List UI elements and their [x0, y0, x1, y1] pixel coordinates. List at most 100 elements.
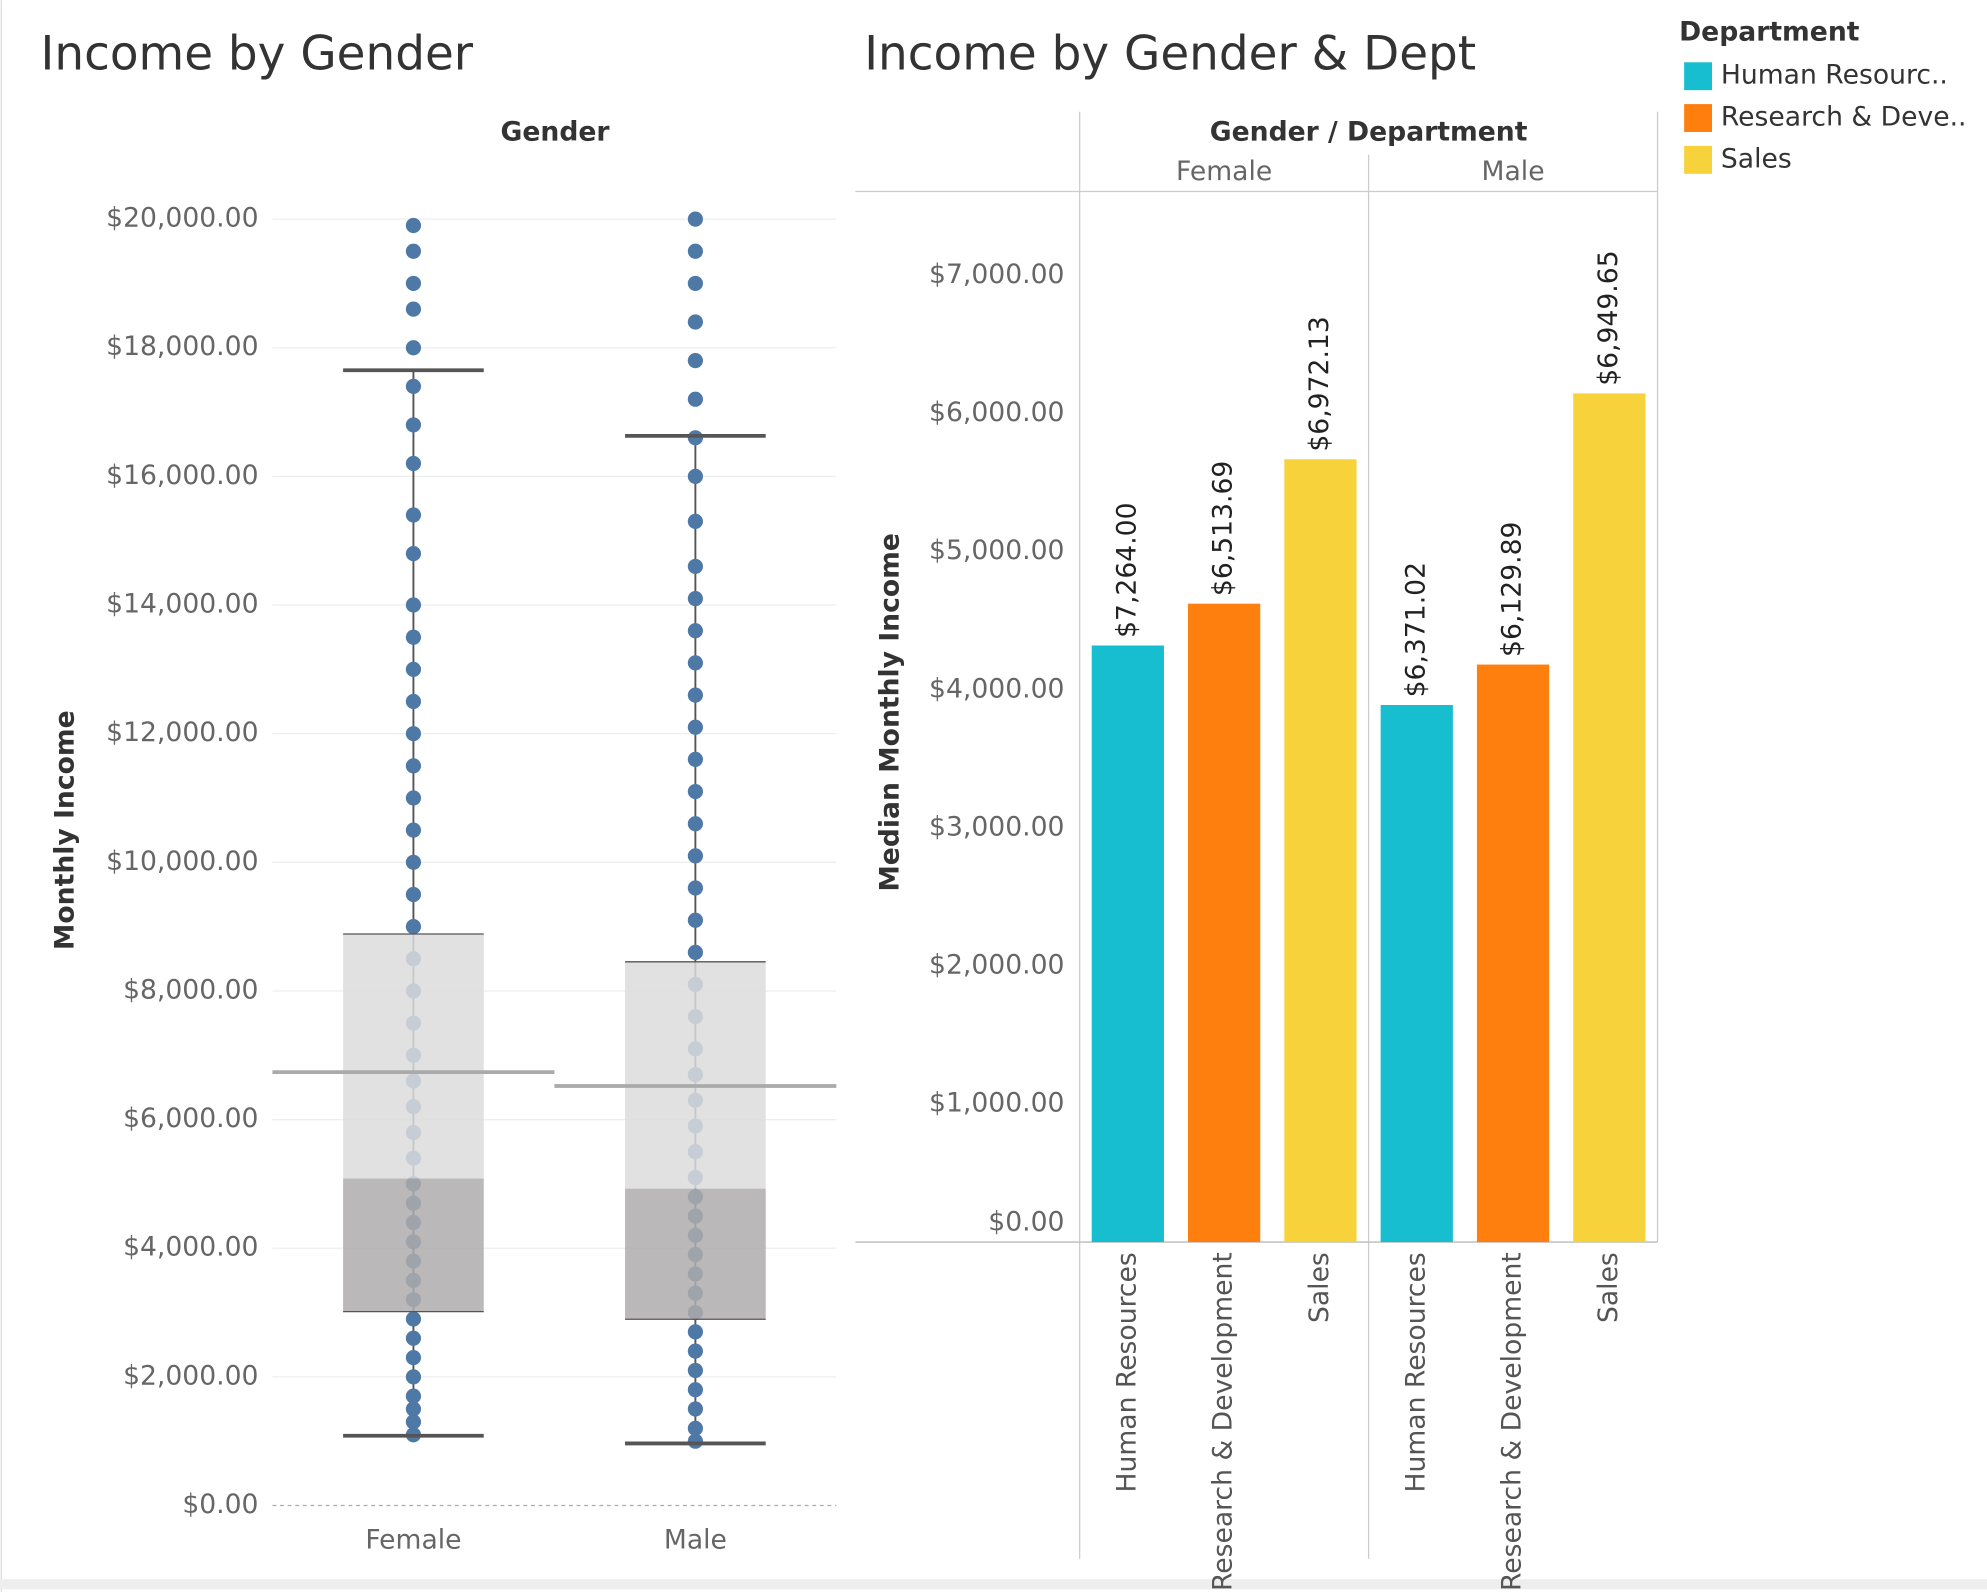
- legend-label: Sales: [1721, 143, 1792, 174]
- data-point: [405, 507, 422, 523]
- data-point: [687, 314, 703, 330]
- data-point: [687, 391, 703, 407]
- data-point: [405, 378, 422, 394]
- x-tick-label: Sales: [1304, 1252, 1335, 1323]
- data-point: [687, 243, 703, 259]
- y-tick-label: $14,000.00: [106, 589, 258, 620]
- y-tick-label: $18,000.00: [106, 331, 258, 362]
- chart-title: Income by Gender & Dept: [864, 27, 1476, 82]
- group-label: Male: [1482, 156, 1545, 187]
- legend-swatch: [1684, 62, 1713, 91]
- data-point: [687, 816, 703, 832]
- y-tick-label: $5,000.00: [929, 535, 1064, 566]
- data-point: [405, 822, 422, 838]
- data-point: [687, 944, 703, 960]
- data-point: [687, 783, 703, 800]
- data-point: [405, 545, 422, 562]
- group-label: Female: [1176, 156, 1272, 187]
- data-point: [687, 1401, 703, 1417]
- value-label: $6,972.13: [1304, 316, 1335, 451]
- data-point: [405, 854, 422, 870]
- y-tick-label: $0.00: [182, 1489, 258, 1520]
- data-point: [687, 211, 703, 227]
- data-point: [687, 719, 703, 735]
- y-tick-label: $12,000.00: [106, 717, 258, 748]
- y-tick-label: $4,000.00: [123, 1232, 258, 1263]
- column-header: Gender: [501, 117, 611, 148]
- bar: [1284, 459, 1357, 1243]
- data-point: [687, 430, 703, 446]
- x-tick-label: Research & Development: [1208, 1252, 1239, 1591]
- y-axis-title: Monthly Income: [49, 710, 80, 950]
- data-point: [687, 275, 703, 292]
- column-header: Gender / Department: [1210, 117, 1528, 148]
- data-point: [405, 1401, 422, 1417]
- data-point: [405, 726, 422, 742]
- y-tick-label: $20,000.00: [106, 203, 258, 234]
- box-lower: [343, 1178, 484, 1312]
- data-point: [687, 353, 703, 369]
- data-point: [687, 880, 703, 896]
- y-tick-label: $7,000.00: [929, 259, 1064, 290]
- data-point: [405, 417, 422, 433]
- bar: [1091, 645, 1164, 1243]
- data-point: [687, 912, 703, 928]
- legend-swatch: [1684, 145, 1713, 174]
- y-tick-label: $3,000.00: [929, 811, 1064, 842]
- y-tick-label: $10,000.00: [106, 846, 258, 877]
- x-tick-label: Human Resources: [1400, 1252, 1431, 1492]
- legend-label: Human Resourc..: [1721, 60, 1948, 91]
- data-point: [405, 693, 422, 710]
- legend-label: Research & Deve..: [1721, 102, 1967, 133]
- data-point: [687, 590, 703, 607]
- data-point: [405, 758, 422, 774]
- box-lower: [625, 1188, 766, 1320]
- data-point: [687, 513, 703, 530]
- data-point: [405, 243, 422, 259]
- x-tick-label: Human Resources: [1111, 1252, 1142, 1492]
- data-point: [405, 340, 422, 356]
- data-point: [405, 886, 422, 903]
- y-tick-label: $6,000.00: [929, 397, 1064, 428]
- data-point: [405, 217, 422, 234]
- data-point: [405, 790, 422, 806]
- box-upper: [625, 961, 766, 1189]
- y-tick-label: $1,000.00: [929, 1088, 1064, 1119]
- data-point: [405, 1311, 422, 1327]
- x-tick-label: Female: [365, 1525, 461, 1556]
- data-point: [405, 597, 422, 613]
- data-point: [687, 1382, 703, 1398]
- data-point: [405, 301, 422, 317]
- data-point: [405, 1414, 422, 1430]
- data-point: [405, 919, 422, 935]
- y-tick-label: $0.00: [988, 1207, 1064, 1238]
- data-point: [405, 661, 422, 677]
- x-tick-label: Male: [664, 1525, 727, 1556]
- data-point: [687, 655, 703, 671]
- x-tick-label: Research & Development: [1497, 1252, 1528, 1591]
- y-tick-label: $4,000.00: [929, 673, 1064, 704]
- value-label: $6,513.69: [1208, 461, 1239, 596]
- data-point: [687, 623, 703, 639]
- data-point: [687, 1420, 703, 1436]
- x-tick-label: Sales: [1593, 1252, 1624, 1323]
- value-label: $6,371.02: [1400, 562, 1431, 697]
- value-label: $6,949.65: [1593, 250, 1624, 385]
- data-point: [405, 1369, 422, 1385]
- data-point: [687, 687, 703, 703]
- chart-title: Income by Gender: [41, 27, 474, 82]
- legend-title: Department: [1679, 17, 1860, 48]
- value-label: $6,129.89: [1497, 522, 1528, 657]
- legend-swatch: [1684, 104, 1713, 132]
- y-tick-label: $16,000.00: [106, 460, 258, 491]
- data-point: [687, 468, 703, 484]
- data-point: [687, 751, 703, 767]
- data-point: [405, 1330, 422, 1346]
- y-tick-label: $2,000.00: [929, 949, 1064, 980]
- y-tick-label: $6,000.00: [123, 1103, 258, 1134]
- data-point: [405, 629, 422, 645]
- data-point: [687, 848, 703, 864]
- data-point: [687, 1343, 703, 1359]
